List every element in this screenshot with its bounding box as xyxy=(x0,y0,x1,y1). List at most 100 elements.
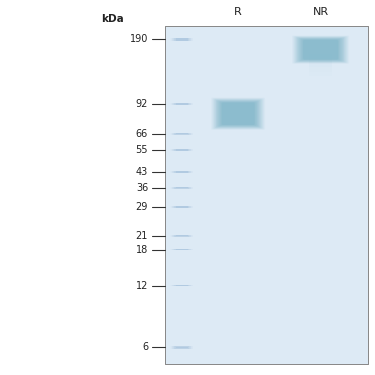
Bar xyxy=(173,249,190,250)
Bar xyxy=(173,285,190,286)
Bar xyxy=(170,206,194,208)
FancyBboxPatch shape xyxy=(220,102,257,126)
FancyBboxPatch shape xyxy=(165,26,368,364)
Bar xyxy=(172,38,191,41)
Bar xyxy=(170,149,194,151)
Bar xyxy=(171,103,193,105)
Bar xyxy=(170,103,194,105)
Bar xyxy=(172,249,192,250)
Bar xyxy=(170,235,194,237)
Text: NR: NR xyxy=(313,7,328,17)
FancyBboxPatch shape xyxy=(212,98,264,129)
Bar xyxy=(175,249,189,250)
FancyBboxPatch shape xyxy=(297,38,344,62)
Bar xyxy=(176,206,188,208)
Bar xyxy=(176,171,188,172)
Bar xyxy=(170,38,194,41)
FancyBboxPatch shape xyxy=(222,102,255,125)
Text: 43: 43 xyxy=(136,167,148,177)
Bar xyxy=(173,133,190,135)
Bar xyxy=(174,285,189,286)
Text: 55: 55 xyxy=(136,145,148,155)
FancyBboxPatch shape xyxy=(303,40,338,60)
Bar xyxy=(175,149,189,151)
Bar xyxy=(174,38,190,41)
Bar xyxy=(309,72,332,76)
Bar xyxy=(172,235,192,237)
Bar xyxy=(173,187,190,189)
Bar xyxy=(176,38,188,41)
Text: 18: 18 xyxy=(136,244,148,255)
Bar xyxy=(174,171,189,173)
Bar xyxy=(172,133,191,135)
Bar xyxy=(170,171,194,173)
Bar xyxy=(173,171,190,173)
Bar xyxy=(309,67,332,72)
Bar xyxy=(172,187,191,189)
Bar xyxy=(170,187,194,189)
FancyBboxPatch shape xyxy=(217,100,259,127)
Bar xyxy=(172,235,191,237)
FancyBboxPatch shape xyxy=(293,36,348,63)
Bar xyxy=(176,249,188,250)
Bar xyxy=(174,249,189,250)
Bar xyxy=(174,103,189,105)
Bar xyxy=(173,346,190,348)
Bar xyxy=(171,149,193,151)
Bar xyxy=(176,235,188,236)
FancyBboxPatch shape xyxy=(211,98,265,130)
Bar xyxy=(175,285,189,286)
Bar xyxy=(172,103,191,105)
Bar xyxy=(174,38,189,41)
Text: 12: 12 xyxy=(136,280,148,291)
Bar xyxy=(172,133,192,135)
Bar xyxy=(174,149,190,151)
Bar xyxy=(176,346,188,348)
Bar xyxy=(175,171,189,173)
Bar xyxy=(174,235,190,237)
Bar xyxy=(172,346,191,348)
Bar xyxy=(172,171,191,173)
Bar xyxy=(174,285,190,286)
Bar xyxy=(172,171,192,173)
Text: 6: 6 xyxy=(142,342,148,352)
FancyBboxPatch shape xyxy=(300,39,342,61)
FancyBboxPatch shape xyxy=(216,100,260,128)
Text: 36: 36 xyxy=(136,183,148,193)
Bar xyxy=(172,149,192,151)
Bar xyxy=(170,346,194,348)
FancyBboxPatch shape xyxy=(215,99,261,128)
Bar xyxy=(173,103,190,105)
Bar xyxy=(170,133,194,135)
Bar xyxy=(309,54,332,58)
Bar xyxy=(172,285,192,286)
Bar xyxy=(172,38,192,41)
FancyBboxPatch shape xyxy=(218,101,258,126)
FancyBboxPatch shape xyxy=(222,103,254,125)
Bar xyxy=(175,133,189,135)
Text: 29: 29 xyxy=(136,202,148,212)
Bar xyxy=(173,149,190,151)
Bar xyxy=(171,206,193,208)
Bar xyxy=(171,187,193,189)
Bar xyxy=(174,149,189,151)
Bar xyxy=(172,249,191,250)
FancyBboxPatch shape xyxy=(298,38,343,61)
Bar xyxy=(174,346,190,348)
Bar xyxy=(175,38,189,41)
Text: 190: 190 xyxy=(130,34,148,44)
Bar xyxy=(176,285,188,286)
Text: 92: 92 xyxy=(136,99,148,109)
Bar xyxy=(176,187,188,189)
Bar xyxy=(176,133,188,134)
Bar xyxy=(174,346,189,348)
Bar xyxy=(174,249,190,250)
Text: R: R xyxy=(234,7,242,17)
Bar xyxy=(165,26,368,364)
Bar xyxy=(175,206,189,208)
Bar xyxy=(171,171,193,173)
Bar xyxy=(172,103,192,105)
Bar xyxy=(174,235,189,237)
Bar xyxy=(170,249,194,250)
Bar xyxy=(171,235,193,237)
